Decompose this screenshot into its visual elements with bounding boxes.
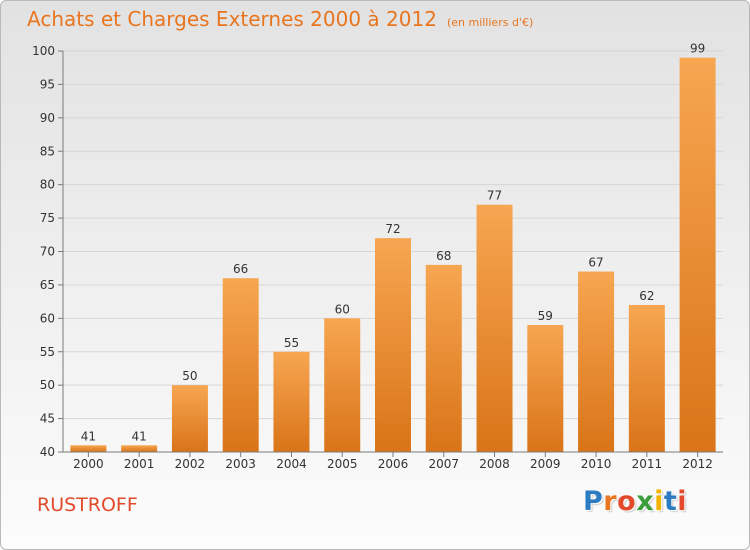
logo-letter: i: [677, 486, 688, 517]
bar: [222, 278, 259, 452]
data-label: 99: [690, 42, 705, 56]
y-tick-label: 45: [40, 412, 55, 426]
data-label: 41: [81, 429, 96, 443]
bar: [324, 318, 361, 452]
data-label: 60: [335, 302, 350, 316]
data-label: 55: [284, 336, 299, 350]
data-label: 77: [487, 189, 502, 203]
logo-letter: x: [636, 486, 655, 517]
chart-title: Achats et Charges Externes 2000 à 2012 (e…: [27, 7, 533, 31]
data-label: 66: [233, 262, 248, 276]
commune-name: RUSTROFF: [37, 494, 138, 516]
x-tick-label: 2010: [581, 457, 612, 471]
x-tick-label: 2006: [378, 457, 409, 471]
logo-letter: P: [583, 486, 604, 517]
data-label: 62: [639, 289, 654, 303]
data-label: 68: [436, 249, 451, 263]
bar: [527, 325, 564, 452]
data-label: 67: [588, 256, 603, 270]
y-tick-label: 55: [40, 345, 55, 359]
y-tick-label: 95: [40, 77, 55, 91]
y-tick-label: 40: [40, 445, 55, 459]
y-tick-label: 90: [40, 111, 55, 125]
x-tick-label: 2004: [276, 457, 307, 471]
x-tick-label: 2012: [682, 457, 713, 471]
bar: [121, 445, 158, 452]
y-tick-label: 70: [40, 245, 55, 259]
x-tick-label: 2003: [225, 457, 256, 471]
x-tick-label: 2002: [175, 457, 206, 471]
y-tick-label: 100: [32, 44, 55, 58]
x-tick-label: 2011: [632, 457, 663, 471]
data-label: 59: [538, 309, 553, 323]
x-tick-label: 2008: [479, 457, 510, 471]
bar: [578, 271, 615, 452]
y-tick-label: 50: [40, 378, 55, 392]
proxiti-logo: Proxiti: [583, 486, 687, 517]
logo-letter: r: [603, 486, 618, 517]
y-tick-label: 60: [40, 311, 55, 325]
bar: [628, 304, 665, 452]
bar: [171, 385, 208, 452]
x-tick-label: 2005: [327, 457, 358, 471]
data-label: 41: [132, 429, 147, 443]
bar: [273, 351, 310, 452]
bar: [375, 238, 411, 452]
bar: [476, 204, 513, 452]
bar: [425, 264, 462, 452]
x-tick-label: 2001: [124, 457, 155, 471]
bar: [679, 57, 716, 452]
x-tick-label: 2007: [428, 457, 459, 471]
logo-letter: i: [654, 486, 664, 517]
bar: [70, 445, 107, 452]
chart-title-text: Achats et Charges Externes 2000 à 2012: [27, 7, 437, 31]
data-label: 72: [385, 222, 400, 236]
x-tick-label: 2009: [530, 457, 561, 471]
y-tick-label: 75: [40, 211, 55, 225]
y-tick-label: 80: [40, 178, 55, 192]
y-tick-label: 85: [40, 144, 55, 158]
logo-letter: t: [663, 486, 678, 517]
data-label: 50: [182, 369, 197, 383]
y-tick-label: 65: [40, 278, 55, 292]
logo-letter: o: [617, 486, 637, 517]
x-tick-label: 2000: [73, 457, 104, 471]
chart-subtitle: (en milliers d'€): [446, 16, 534, 29]
